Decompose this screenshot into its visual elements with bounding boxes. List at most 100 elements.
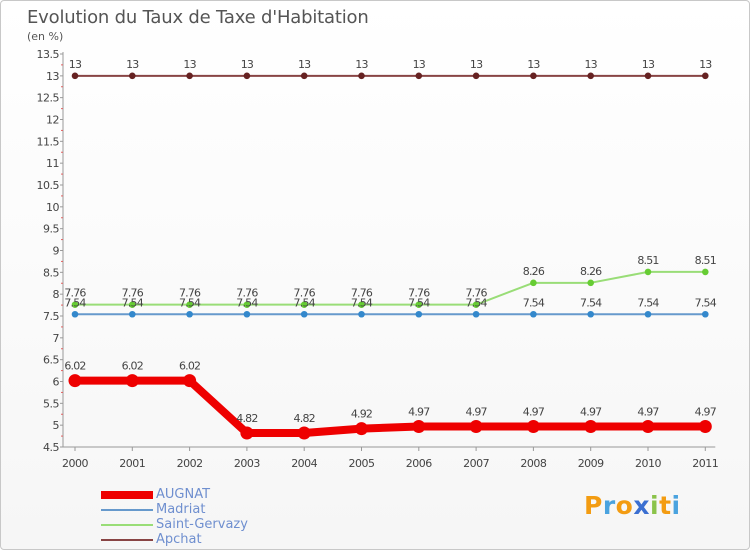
legend-item: Saint-Gervazy <box>101 517 248 532</box>
x-tick-label: 2008 <box>520 457 546 470</box>
data-label: 4.82 <box>294 412 315 425</box>
y-tick-label: 9.5 <box>43 223 59 236</box>
data-point <box>412 419 426 433</box>
data-point <box>68 374 82 388</box>
data-label: 13 <box>642 58 655 71</box>
data-label: 13 <box>126 58 139 71</box>
logo-letter: i <box>671 491 681 520</box>
x-tick-label: 2007 <box>463 457 489 470</box>
data-label: 13 <box>470 58 483 71</box>
legend-swatch <box>101 508 153 511</box>
series-line-saint-gervazy <box>74 270 707 306</box>
data-point <box>702 268 709 276</box>
data-point <box>644 72 652 80</box>
y-tick-label: 6 <box>53 376 60 389</box>
data-point <box>183 374 197 388</box>
y-tick-label: 7.5 <box>43 310 59 323</box>
chart-subtitle: (en %) <box>27 30 64 43</box>
data-point <box>243 310 251 318</box>
data-point <box>355 422 368 436</box>
data-label: 8.51 <box>637 254 658 267</box>
data-label: 6.02 <box>179 360 200 373</box>
y-tick-label: 8 <box>53 288 60 301</box>
y-tick-label: 13 <box>46 70 59 83</box>
x-tick-label: 2010 <box>635 457 661 470</box>
data-label: 7.54 <box>523 296 545 309</box>
legend-label: Madriat <box>156 502 206 517</box>
data-label: 7.76 <box>294 287 316 300</box>
data-point <box>530 310 537 318</box>
data-point <box>472 72 480 80</box>
data-label: 13 <box>241 58 254 71</box>
y-tick-label: 7 <box>53 332 60 345</box>
data-point <box>125 374 139 388</box>
data-point <box>71 301 79 308</box>
data-label: 7.54 <box>695 296 717 309</box>
data-label: 4.97 <box>637 405 659 418</box>
data-label: 7.76 <box>465 287 487 300</box>
x-tick-label: 2005 <box>349 457 375 470</box>
legend-label: Apchat <box>156 532 202 547</box>
data-point <box>472 301 480 308</box>
logo-letter: r <box>602 491 616 520</box>
data-label: 13 <box>527 58 540 71</box>
data-point <box>644 310 652 318</box>
data-point <box>641 419 655 433</box>
data-label: 7.54 <box>580 296 602 309</box>
x-tick-label: 2000 <box>62 457 88 470</box>
data-label: 4.97 <box>465 405 487 418</box>
legend-item: Apchat <box>101 532 248 547</box>
data-point <box>71 72 79 80</box>
x-tick-label: 2011 <box>692 457 718 470</box>
x-tick-label: 2003 <box>234 457 260 470</box>
y-tick-label: 10.5 <box>37 179 60 192</box>
y-tick-label: 6.5 <box>43 354 59 367</box>
y-tick-label: 9 <box>53 245 60 258</box>
y-tick-label: 11.5 <box>37 135 60 148</box>
data-point <box>129 310 136 318</box>
data-label: 4.97 <box>408 405 430 418</box>
legend-swatch <box>101 490 153 499</box>
legend-label: AUGNAT <box>156 487 211 502</box>
y-tick-label: 5.5 <box>43 397 59 410</box>
data-point <box>240 426 254 440</box>
y-tick-label: 13.5 <box>37 48 60 61</box>
data-point <box>698 419 712 433</box>
y-tick-label: 12 <box>46 114 59 127</box>
data-label: 8.26 <box>523 265 545 278</box>
data-label: 7.54 <box>294 296 316 309</box>
logo-letter: x <box>633 491 650 520</box>
data-label: 7.54 <box>637 296 659 309</box>
x-tick-label: 2001 <box>119 457 145 470</box>
legend-label: Saint-Gervazy <box>156 517 248 532</box>
data-label: 7.76 <box>122 287 144 300</box>
data-point <box>415 301 423 308</box>
logo-letter: o <box>615 491 634 520</box>
logo-letter: P <box>584 491 603 520</box>
data-label: 7.54 <box>122 296 144 309</box>
data-point <box>300 72 308 80</box>
data-label: 4.97 <box>523 405 545 418</box>
data-point <box>587 279 594 287</box>
y-tick-label: 4.5 <box>43 441 59 454</box>
data-point <box>358 310 365 318</box>
data-label: 4.97 <box>695 405 717 418</box>
logo-letter: t <box>659 491 672 520</box>
data-label: 7.54 <box>351 296 373 309</box>
data-point <box>300 310 308 318</box>
legend-item: Madriat <box>101 502 248 517</box>
data-label: 13 <box>298 58 311 71</box>
data-point <box>358 301 365 308</box>
data-point <box>186 310 193 318</box>
data-label: 7.54 <box>465 296 487 309</box>
data-label: 8.26 <box>580 265 602 278</box>
legend-swatch <box>101 538 153 541</box>
y-tick-label: 5 <box>53 419 60 432</box>
data-point <box>186 72 193 80</box>
data-label: 8.51 <box>695 254 716 267</box>
data-point <box>472 310 480 318</box>
y-tick-label: 12.5 <box>37 92 60 105</box>
y-tick-label: 8.5 <box>43 266 59 279</box>
legend-item: AUGNAT <box>101 487 248 502</box>
data-label: 6.02 <box>122 360 143 373</box>
